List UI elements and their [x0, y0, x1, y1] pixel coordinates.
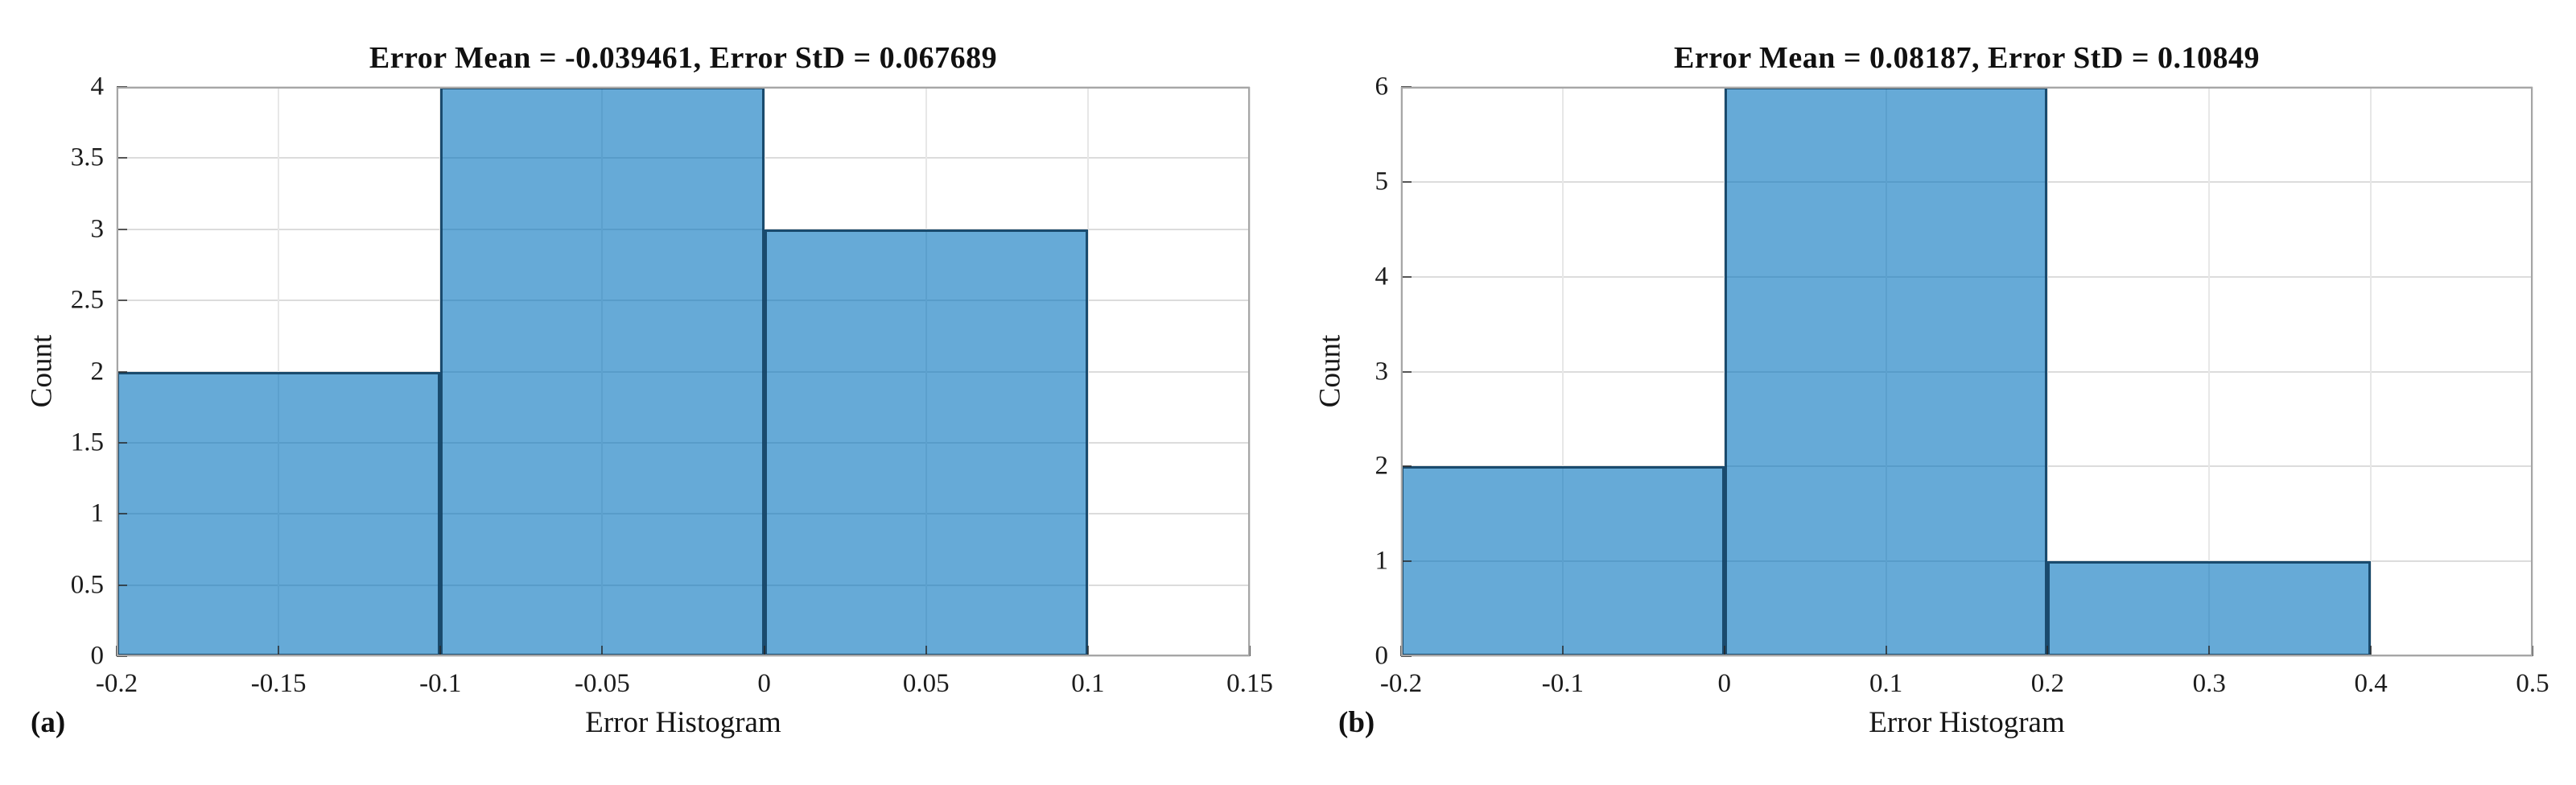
- gridline-vertical: [2532, 87, 2533, 656]
- y-axis-label: Count: [1313, 334, 1347, 408]
- x-tick-mark: [2532, 646, 2533, 656]
- x-tick-label: 0: [757, 669, 771, 698]
- y-axis-label: Count: [25, 334, 59, 408]
- histogram-bar: [117, 371, 441, 656]
- y-tick-label: 2: [1375, 451, 1389, 481]
- x-tick-mark: [925, 646, 927, 656]
- gridline-vertical: [2208, 87, 2211, 656]
- gridline-vertical: [1086, 87, 1089, 656]
- y-tick-label: 1: [90, 498, 105, 528]
- y-tick-mark: [1401, 560, 1412, 563]
- y-tick-label: 4: [90, 72, 105, 101]
- x-axis-label: Error Histogram: [1869, 706, 2065, 739]
- x-tick-mark: [1561, 646, 1564, 656]
- x-tick-mark: [1885, 646, 1887, 656]
- histogram-bar: [1401, 466, 1725, 656]
- x-tick-label: 0.1: [1071, 669, 1105, 698]
- y-tick-mark: [1401, 370, 1412, 373]
- panel-letter-label: (b): [1338, 706, 1375, 739]
- histogram-bar: [764, 229, 1088, 656]
- x-tick-mark: [439, 646, 442, 656]
- x-tick-label: -0.15: [250, 669, 307, 698]
- y-tick-mark: [117, 655, 127, 657]
- x-tick-mark: [1723, 646, 1725, 656]
- x-tick-label: 0.05: [902, 669, 950, 698]
- gridline-horizontal: [1401, 655, 2533, 657]
- y-tick-label: 0: [1375, 641, 1389, 671]
- y-tick-label: 2.5: [70, 285, 104, 315]
- x-tick-label: 0.15: [1226, 669, 1273, 698]
- y-tick-mark: [1401, 275, 1412, 278]
- y-tick-label: 5: [1375, 167, 1389, 196]
- histogram-bar: [440, 87, 765, 656]
- y-tick-mark: [117, 513, 127, 515]
- y-tick-label: 1.5: [70, 428, 104, 457]
- x-tick-mark: [601, 646, 604, 656]
- y-tick-mark: [117, 300, 127, 302]
- chart-title: Error Mean = 0.08187, Error StD = 0.1084…: [1673, 41, 2261, 75]
- x-axis-label: Error Histogram: [585, 706, 781, 739]
- y-tick-mark: [117, 157, 127, 159]
- gridline-vertical: [1561, 87, 1564, 656]
- gridline-vertical: [2370, 87, 2372, 656]
- histogram-bar: [1724, 87, 2048, 656]
- y-tick-label: 2: [90, 357, 105, 386]
- panel-letter-label: (a): [31, 706, 66, 739]
- gridline-horizontal: [117, 655, 1250, 657]
- x-tick-label: -0.2: [95, 669, 138, 698]
- x-tick-mark: [2046, 646, 2049, 656]
- right-histogram-panel: Error Mean = 0.08187, Error StD = 0.1084…: [1288, 0, 2576, 785]
- y-tick-mark: [1401, 86, 1412, 88]
- x-tick-label: 0.5: [2516, 669, 2549, 698]
- y-tick-label: 6: [1375, 72, 1389, 101]
- y-tick-mark: [1401, 180, 1412, 183]
- x-tick-mark: [2370, 646, 2372, 656]
- x-tick-label: 0: [1717, 669, 1731, 698]
- gridline-vertical: [1249, 87, 1251, 656]
- y-tick-mark: [117, 86, 127, 88]
- y-tick-label: 3: [90, 214, 105, 244]
- x-tick-label: -0.1: [1541, 669, 1584, 698]
- plot-area: 0 0.5 1 1.5 2 2.5 3 3.5 4 -0.2 -0.15 -0.1 -0.05 0 0.05…: [71, 73, 1273, 697]
- x-tick-label: 0.3: [2192, 669, 2226, 698]
- x-tick-label: 0.2: [2030, 669, 2065, 698]
- chart-title: Error Mean = -0.039461, Error StD = 0.06…: [369, 41, 998, 75]
- x-tick-label: -0.05: [575, 669, 630, 698]
- x-tick-mark: [2208, 646, 2211, 656]
- y-tick-label: 3.5: [70, 143, 104, 172]
- x-tick-mark: [116, 646, 117, 656]
- y-tick-label: 4: [1375, 262, 1389, 291]
- y-tick-mark: [117, 584, 127, 586]
- gridline-vertical: [2046, 87, 2049, 656]
- x-tick-label: -0.2: [1379, 669, 1423, 698]
- x-tick-mark: [278, 646, 280, 656]
- y-tick-label: 0.5: [70, 570, 104, 600]
- y-tick-mark: [117, 370, 127, 373]
- y-tick-mark: [117, 228, 127, 230]
- x-tick-mark: [1086, 646, 1089, 656]
- y-tick-mark: [1401, 465, 1412, 468]
- y-tick-mark: [1401, 655, 1412, 657]
- plot-area: 0 1 2 3 4 5 6 -0.2 -0.1 0 0.1 0.2 0.3 0.4 0.5: [1375, 73, 2549, 697]
- y-tick-label: 3: [1375, 357, 1389, 386]
- x-tick-label: 0.1: [1869, 669, 1903, 698]
- y-tick-mark: [117, 441, 127, 444]
- histogram-bar: [2047, 561, 2372, 656]
- x-tick-mark: [1400, 646, 1402, 656]
- left-histogram-panel: Error Mean = -0.039461, Error StD = 0.06…: [25, 41, 1273, 739]
- x-tick-mark: [1249, 646, 1251, 656]
- x-tick-mark: [763, 646, 765, 656]
- y-tick-label: 0: [90, 641, 105, 671]
- x-tick-label: -0.1: [419, 669, 462, 698]
- x-tick-label: 0.4: [2354, 669, 2388, 698]
- y-tick-label: 1: [1375, 546, 1389, 576]
